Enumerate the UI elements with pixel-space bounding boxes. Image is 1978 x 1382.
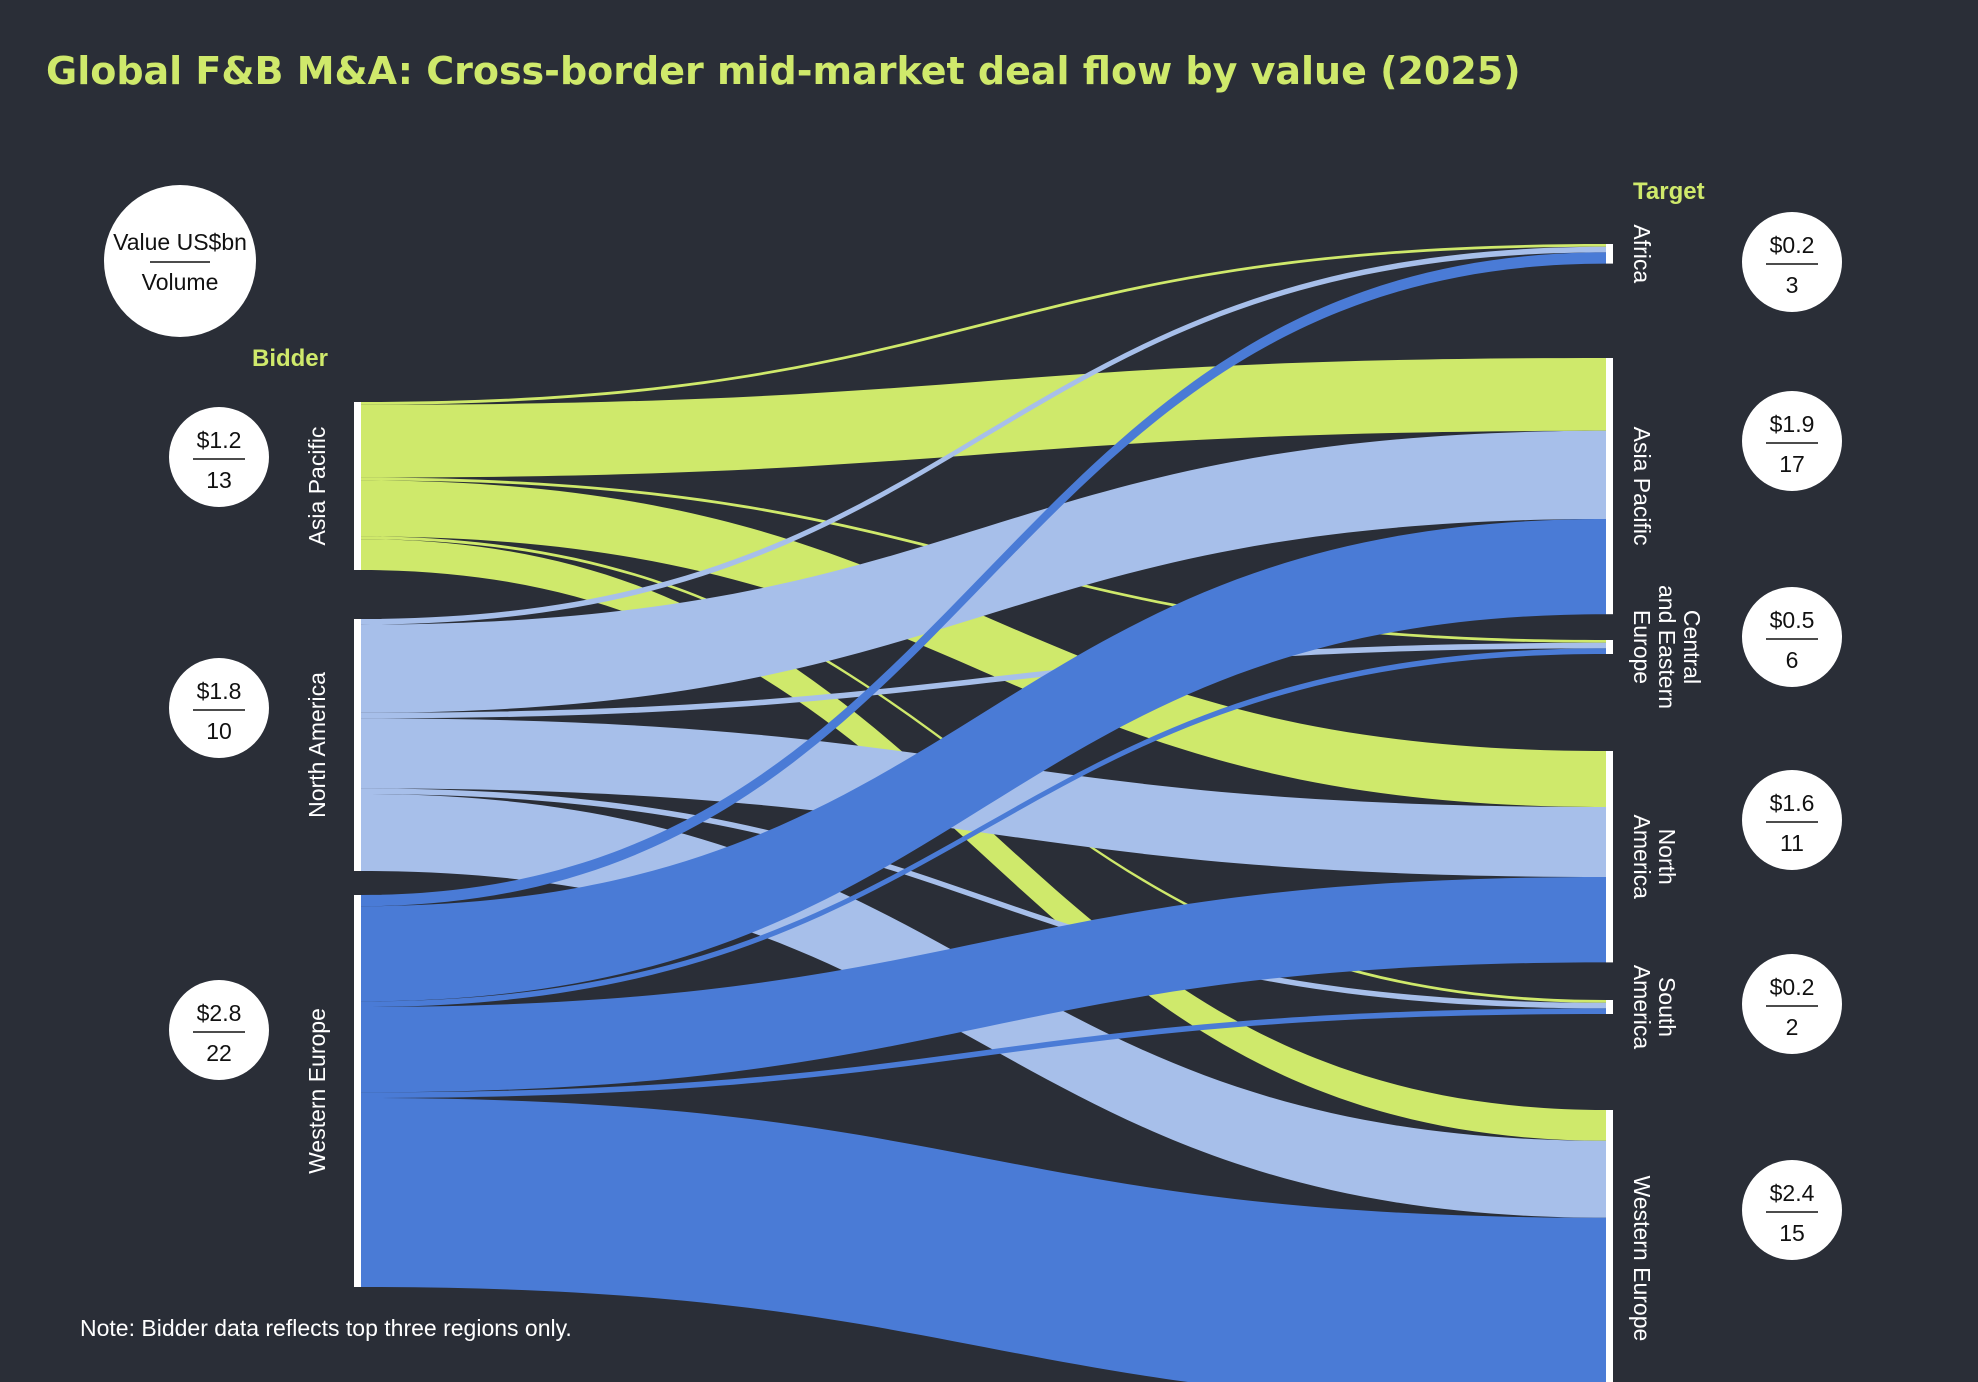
target-label-line: and Eastern — [1654, 585, 1680, 709]
flow-na-to-cee — [361, 642, 1606, 719]
legend-volume-label: Volume — [142, 269, 219, 295]
flow-ap-to-we — [361, 539, 1606, 1141]
bubble-value: $1.9 — [1770, 411, 1815, 437]
bubble-circle — [1742, 212, 1842, 312]
bubble-volume: 10 — [206, 718, 232, 744]
bubble-circle — [169, 407, 269, 507]
bubble-value: $2.8 — [197, 1000, 242, 1026]
target-label-line: Asia Pacific — [1629, 427, 1655, 546]
bubble-circle — [1742, 587, 1842, 687]
flow-na-to-ap — [361, 430, 1606, 713]
bubble-volume: 6 — [1786, 647, 1799, 673]
legend-bubble: Value US$bn Volume — [104, 185, 256, 337]
bidder-node-na — [354, 619, 361, 871]
bubble-value: $2.4 — [1770, 1180, 1815, 1206]
nodes — [354, 244, 1613, 1382]
chart-title: Global F&B M&A: Cross-border mid-market … — [46, 49, 1521, 93]
target-label-line: America — [1629, 965, 1655, 1050]
bidder-label-ap: Asia Pacific — [304, 427, 330, 546]
target-node-af — [1606, 244, 1613, 264]
target-node-we — [1606, 1110, 1613, 1382]
target-bubble-ap: $1.9 17 — [1742, 391, 1842, 491]
flow-ap-to-af — [361, 244, 1606, 405]
target-bubble-we: $2.4 15 — [1742, 1160, 1842, 1260]
bubble-volume: 13 — [206, 467, 232, 493]
footnote: Note: Bidder data reflects top three reg… — [80, 1315, 572, 1341]
bubble-circle — [1742, 1160, 1842, 1260]
bidder-bubble-ap: $1.2 13 — [169, 407, 269, 507]
flow-we-to-we — [361, 1098, 1606, 1382]
flow-links — [361, 244, 1606, 1382]
target-label-line: Europe — [1629, 610, 1655, 684]
flow-we-to-sa — [361, 1008, 1606, 1098]
target-label-line: North — [1654, 829, 1680, 885]
target-label-line: America — [1629, 815, 1655, 900]
bubble-value: $1.2 — [197, 427, 242, 453]
legend-circle — [104, 185, 256, 337]
bubble-volume: 17 — [1779, 451, 1805, 477]
target-bubble-na: $1.6 11 — [1742, 770, 1842, 870]
target-heading: Target — [1633, 178, 1705, 205]
target-label-line: Africa — [1629, 224, 1655, 283]
flow-ap-to-ap — [361, 358, 1606, 478]
flow-we-to-ap — [361, 519, 1606, 1002]
target-label-line: Central — [1679, 610, 1705, 684]
target-label-line: Western Europe — [1629, 1176, 1655, 1342]
bidder-node-we — [354, 895, 361, 1287]
target-node-na — [1606, 751, 1613, 963]
bidder-label-we: Western Europe — [304, 1008, 330, 1174]
bubble-volume: 22 — [206, 1040, 232, 1066]
bidder-node-ap — [354, 402, 361, 570]
bubble-circle — [169, 980, 269, 1080]
bubble-value: $0.2 — [1770, 974, 1815, 1000]
flow-ap-to-na — [361, 480, 1606, 807]
target-node-cee — [1606, 640, 1613, 654]
value-bubbles: $1.2 13 $1.8 10 $2.8 22 $0.2 3 $1.9 17 $0.5 6 $1.6 11… — [169, 212, 1842, 1260]
bubble-volume: 15 — [1779, 1220, 1805, 1246]
bubble-value: $0.5 — [1770, 607, 1815, 633]
target-label-line: South — [1654, 977, 1680, 1037]
target-bubble-sa: $0.2 2 — [1742, 954, 1842, 1054]
flow-we-to-af — [361, 252, 1606, 907]
bubble-circle — [1742, 391, 1842, 491]
bubble-value: $1.8 — [197, 678, 242, 704]
flow-we-to-cee — [361, 648, 1606, 1007]
bidder-bubble-na: $1.8 10 — [169, 658, 269, 758]
bubble-volume: 2 — [1786, 1014, 1799, 1040]
legend-value-label: Value US$bn — [113, 229, 247, 255]
target-bubble-af: $0.2 3 — [1742, 212, 1842, 312]
target-bubble-cee: $0.5 6 — [1742, 587, 1842, 687]
flow-na-to-af — [361, 246, 1606, 625]
target-node-sa — [1606, 1000, 1613, 1014]
node-labels: Asia Pacific North America Western Europe A… — [304, 224, 1705, 1341]
target-label-af: Africa — [1629, 224, 1655, 283]
bubble-value: $0.2 — [1770, 232, 1815, 258]
bubble-value: $1.6 — [1770, 790, 1815, 816]
target-label-ap: Asia Pacific — [1629, 427, 1655, 546]
bidder-bubble-we: $2.8 22 — [169, 980, 269, 1080]
flow-we-to-na — [361, 877, 1606, 1093]
bubble-circle — [1742, 954, 1842, 1054]
bubble-circle — [169, 658, 269, 758]
bubble-circle — [1742, 770, 1842, 870]
bidder-heading: Bidder — [252, 345, 328, 372]
bidder-label-na: North America — [304, 672, 330, 818]
target-node-ap — [1606, 358, 1613, 615]
bubble-volume: 11 — [1780, 830, 1804, 856]
target-label-we: Western Europe — [1629, 1176, 1655, 1342]
flow-na-to-sa — [361, 788, 1606, 1009]
bubble-volume: 3 — [1786, 272, 1799, 298]
